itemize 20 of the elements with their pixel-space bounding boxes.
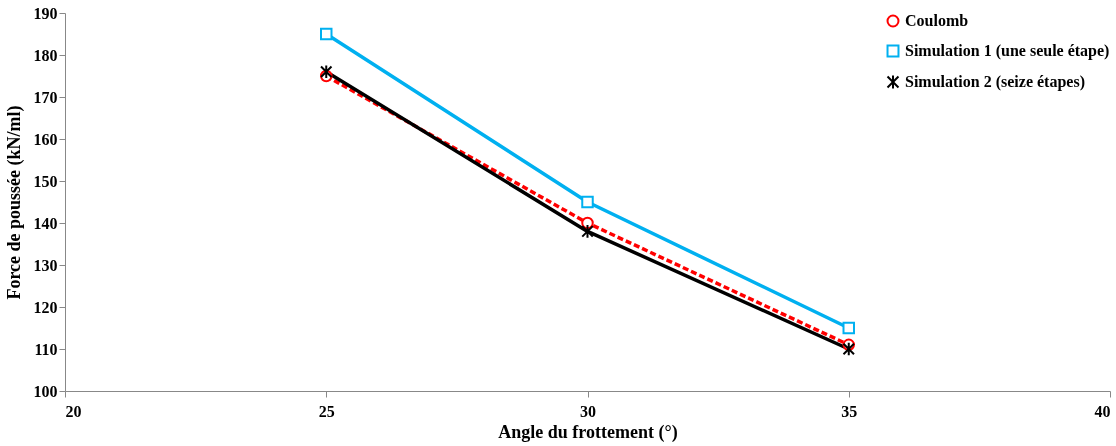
y-tick-label: 100: [33, 382, 58, 400]
y-tick-label: 120: [33, 298, 58, 316]
y-tick-label: 110: [34, 340, 58, 358]
x-axis-title: Angle du frottement (°): [498, 421, 678, 443]
legend-label: Coulomb: [905, 12, 969, 29]
y-tick-label: 180: [33, 46, 58, 64]
legend-label: Simulation 1 (une seule étape): [905, 42, 1110, 60]
y-tick-label: 140: [33, 214, 58, 232]
x-tick-label: 20: [65, 402, 82, 420]
y-tick-label: 170: [33, 88, 58, 106]
y-axis-title: Force de poussée (kN/ml): [3, 105, 25, 300]
y-tick-label: 150: [33, 172, 58, 190]
legend-label: Simulation 2 (seize étapes): [905, 73, 1085, 91]
x-tick-label: 25: [318, 402, 335, 420]
y-tick-label: 160: [33, 130, 58, 148]
x-tick-label: 35: [841, 402, 858, 420]
x-tick-label: 40: [1094, 402, 1111, 420]
y-tick-label: 130: [33, 256, 58, 274]
y-tick-label: 190: [33, 4, 58, 22]
x-tick-label: 30: [580, 402, 596, 420]
